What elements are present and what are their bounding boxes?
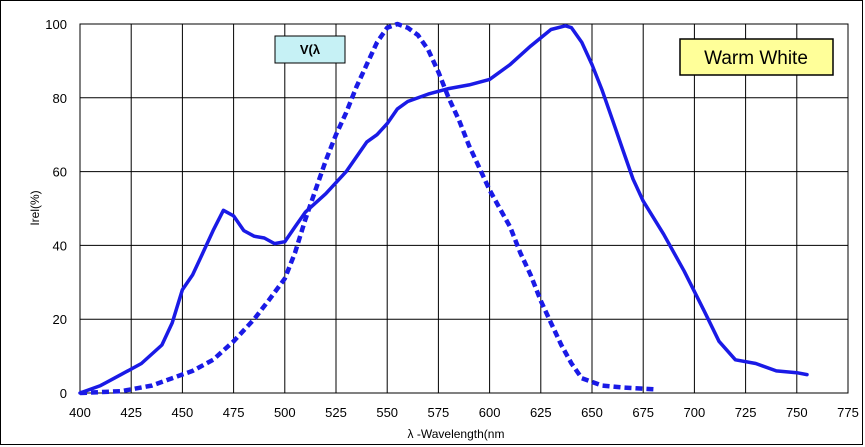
series-layer	[78, 21, 809, 396]
vlambda-box	[274, 35, 346, 64]
vlambda-annotation: V(λ	[274, 35, 346, 64]
vlambda-label: V(λ	[300, 42, 321, 57]
x-tick-label: 575	[428, 405, 450, 420]
x-tick-label: 475	[223, 405, 245, 420]
x-tick-label: 700	[684, 405, 706, 420]
grid-lines	[79, 23, 849, 394]
x-axis-title: λ -Wavelength(nm	[408, 427, 505, 441]
warm-white-box	[679, 38, 834, 76]
y-tick-label: 100	[45, 17, 67, 32]
x-tick-label: 425	[120, 405, 142, 420]
plot-area	[80, 24, 848, 393]
x-tick-label: 450	[172, 405, 194, 420]
y-tick-label: 0	[60, 386, 67, 401]
x-tick-label: 400	[69, 405, 91, 420]
x-tick-label: 550	[376, 405, 398, 420]
y-axis-title: Irel(%)	[28, 190, 42, 225]
vlambda-curve	[79, 21, 654, 396]
x-tick-label: 650	[581, 405, 603, 420]
x-tick-label: 525	[325, 405, 347, 420]
x-tick-label: 750	[786, 405, 808, 420]
x-tick-label: 600	[479, 405, 501, 420]
warm-white-annotation: Warm White	[679, 38, 834, 76]
warm-white-label: Warm White	[704, 48, 808, 69]
y-tick-label: 60	[53, 165, 67, 180]
x-tick-label: 775	[837, 405, 859, 420]
warm-white-spectrum-curve	[78, 24, 809, 395]
y-tick-label: 80	[53, 91, 67, 106]
x-tick-label: 500	[274, 405, 296, 420]
x-tick-labels: 400 425 450 475 500 525 550 575 600 625 650 675 700 7…	[69, 405, 859, 420]
y-tick-label: 40	[53, 238, 67, 253]
x-tick-label: 675	[632, 405, 654, 420]
x-tick-label: 725	[735, 405, 757, 420]
y-tick-label: 20	[53, 312, 67, 327]
plot-border	[79, 23, 849, 394]
y-tick-labels: 0 20 40 60 80 100	[45, 17, 67, 401]
x-tick-label: 625	[530, 405, 552, 420]
